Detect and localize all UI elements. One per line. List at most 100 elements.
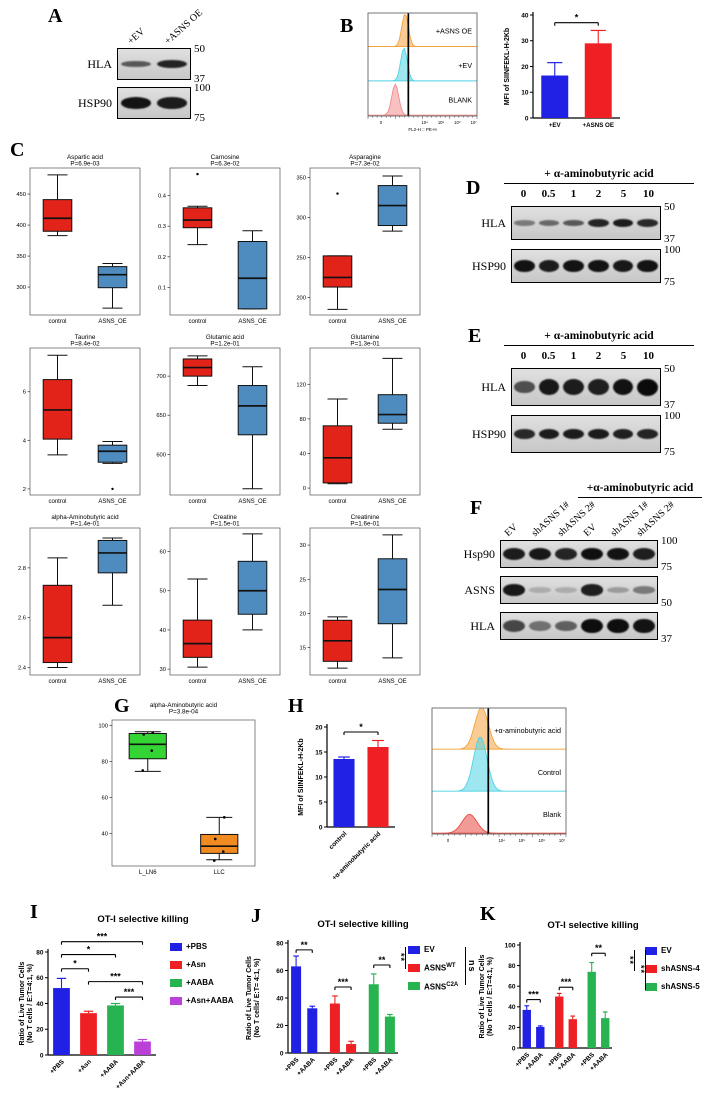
blot-lane [527,613,553,639]
protein-band [563,219,585,227]
box [42,584,73,664]
legend-j: EV ASNSWT ASNSC2A [408,945,458,991]
lane-label: +EV [125,26,147,47]
bar [522,1009,531,1048]
protein-band [529,621,551,631]
y-tick-label: 80 [508,963,516,970]
bar [541,75,569,118]
sig-line [644,950,646,990]
legend-item: ASNSC2A [408,982,458,991]
y-tick-label: 80 [300,417,306,423]
sig-label: *** [528,990,539,1000]
y-tick-label: 2.6 [18,616,26,622]
panel-c-label: C [10,139,25,161]
legend-label: +Asn+AABA [186,996,234,1005]
blot-row: HSP90 100 75 [438,410,704,458]
marker-label: 75 [664,276,675,288]
legend-swatch [645,982,657,991]
bar-chart-killing-j: Ratio of Live Tumor Cells (No T cells/ E:… [246,940,398,1077]
panel-e: E + α-aminobutyric acid 0 0.5 1 2 5 10 HLA 50 37 H… [438,316,704,478]
flow-histogram-h: +α-aminobutyric acid Control Blank 0 10⁴ 10⁵ 1… [431,707,567,843]
blot-row: ASNS 50 [438,576,704,609]
protein-band [607,547,629,561]
y-axis-label: (No T cells / E:T=4:1, %) [487,957,494,1036]
chart-title: Glutamine [351,334,380,341]
bar [307,1008,318,1053]
blot-lane [579,613,605,639]
outlier-point [336,192,339,195]
marker-label: 37 [194,73,205,85]
legend-item: +PBS [170,942,234,951]
marker-label: 100 [194,82,211,94]
blot-row: HSP90 100 75 [438,244,704,288]
blot-lane [537,416,562,452]
panel-j-label: J [251,905,261,927]
blot-lane [512,207,537,239]
western-blot-a: +EV +ASNS OE HLA 50 37 HSP90 100 75 [28,4,328,126]
legend-item: +Asn [170,960,234,969]
chart-title: Creatine [213,514,237,521]
box [42,199,73,232]
chart-subtitle: P=1.2e-01 [210,341,240,348]
marker-label: 50 [194,43,205,55]
protein-band [637,378,659,396]
marker-label: 50 [664,201,675,213]
lane-labels: EV shASNS 1# shASNS 2# EV shASNS 1# shASNS 2# [500,498,677,540]
blot-lane [611,369,636,405]
marker-labels: 37 [658,612,694,645]
blot-lane [501,613,527,639]
protein-band [120,60,152,68]
x-category-label: ASNS_OE [98,319,126,325]
y-tick-label: 30 [160,667,166,673]
protein-band [513,220,535,226]
x-axis-label: FL2-H :: PE-H [408,127,436,132]
legend-item: EV [645,946,700,955]
bar [368,984,379,1053]
panel-i-label: I [30,901,38,923]
chart-title: Creatinine [351,514,380,521]
bar [134,1041,151,1055]
lane-label: 1 [570,188,577,200]
blot-lane [579,577,605,603]
blot-lane [561,369,586,405]
x-category-label: +AABA [99,1058,120,1079]
bar [80,1013,97,1055]
marker-label: 37 [661,633,672,645]
x-category-label: +Asn [77,1058,93,1074]
chart-title: alpha-Aminobutyric acid [51,514,119,521]
y-tick-label: 650 [156,413,166,419]
y-tick-label: 30 [300,543,306,549]
marker-label: 100 [664,410,681,422]
chart-subtitle: P=1.4e-01 [70,521,100,528]
panel-h-label: H [288,695,304,717]
data-point [212,859,216,862]
x-category-label: ASNS_OE [98,679,126,685]
chart-subtitle: P=8.4e-02 [70,341,100,348]
marker-label: 37 [664,233,675,245]
protein-band [587,379,609,395]
y-tick-label: 350 [16,254,26,260]
bar [107,1005,124,1055]
x-category-label: LLC [214,870,226,876]
y-tick-label: 0.3 [158,224,166,230]
legend-label: EV [661,946,672,955]
bar [587,971,596,1048]
y-axis-label: Ratio of Live Tumor Cells [246,956,253,1040]
blot-lane [631,541,657,567]
sig-label: *** [338,977,349,987]
y-tick-label: 10 [521,90,529,97]
x-category-label: +ASNS OE [583,122,614,129]
legend-swatch [645,964,657,973]
chart-title-i: OT-I selective killing [97,914,189,925]
bar [384,1016,395,1053]
legend-label: shASNS-4 [661,964,700,973]
sig-label: ** [635,965,646,975]
bar [333,759,355,827]
sig-bracket-ev-vs-asnsc2a: ns [465,947,477,985]
x-category-label: +AABA [296,1056,317,1077]
y-tick-label: 50 [160,589,166,595]
chart-subtitle: P=7.3e-02 [350,161,380,168]
protein-band [555,548,577,560]
